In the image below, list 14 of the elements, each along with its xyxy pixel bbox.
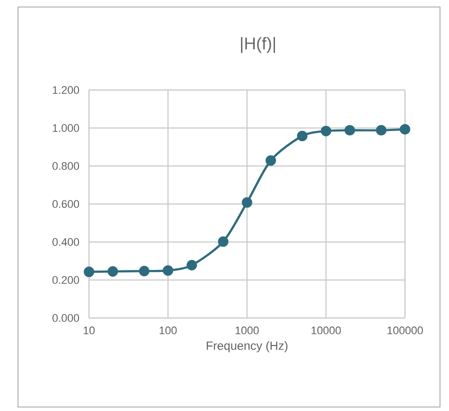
chart-title: |H(f)| [241,37,276,53]
y-tick-label: 0.000 [52,314,80,322]
x-axis-title: Frequency (Hz) [206,341,288,352]
x-tick-label: 10 [84,326,95,334]
x-tick-label: 100000 [388,326,423,334]
y-tick-label: 0.800 [52,162,80,170]
x-tick-label: 1000 [236,326,259,334]
y-tick-label: 1.000 [52,124,80,132]
y-tick-label: 0.200 [52,276,80,284]
y-tick-label: 1.200 [52,86,80,94]
y-tick-label: 0.400 [52,238,80,246]
y-tick-label: 0.600 [52,200,80,208]
x-tick-label: 10000 [312,326,341,334]
x-tick-label: 100 [160,326,177,334]
